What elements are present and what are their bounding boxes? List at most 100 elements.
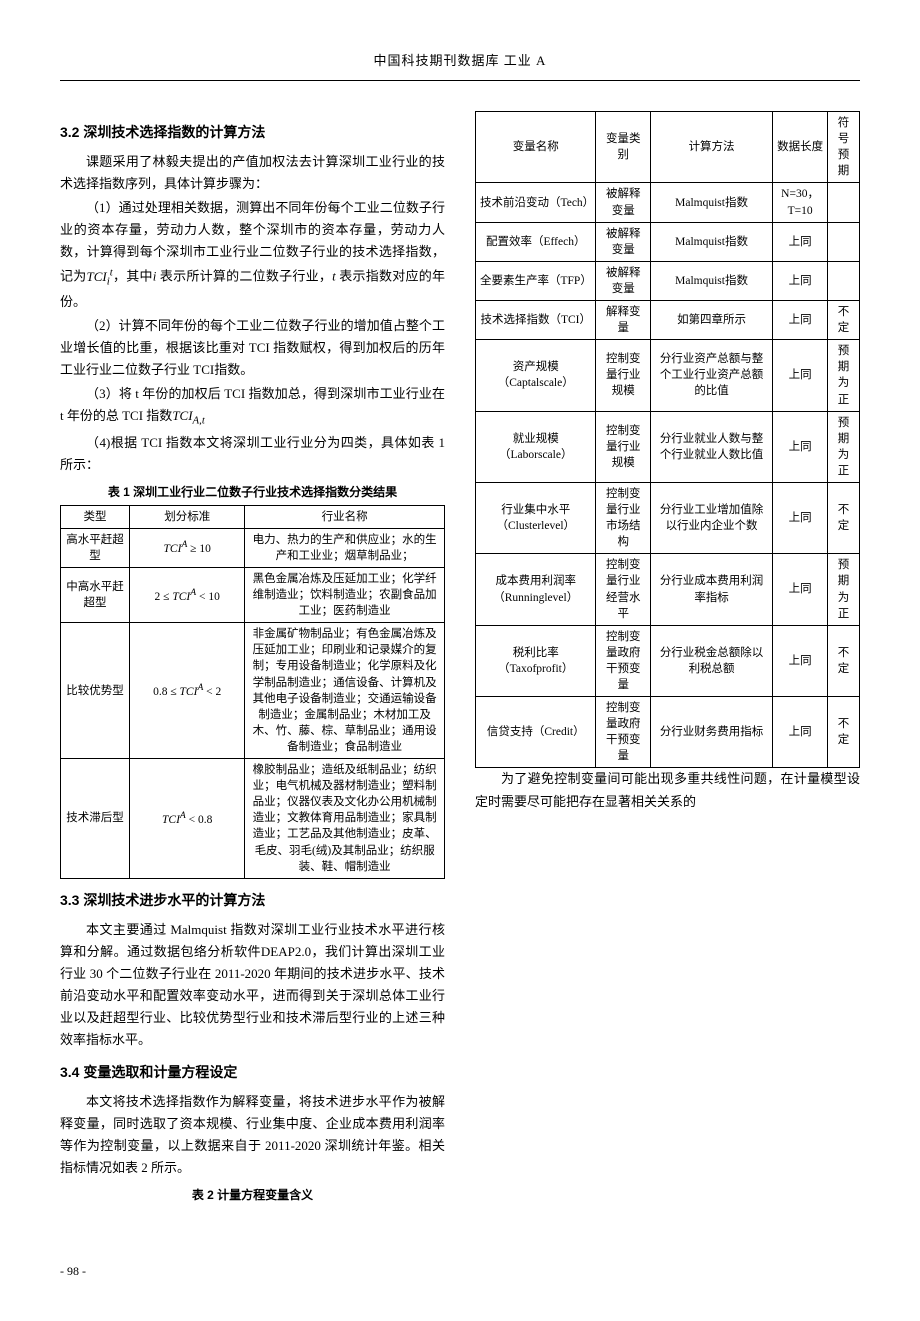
t1-r0-crit: TCIA ≥ 10 bbox=[130, 528, 245, 567]
s32-p5-text: （3）将 t 年份的加权后 TCI 指数加总，得到深圳市工业行业在 t 年份的总… bbox=[60, 386, 445, 423]
t2-r8-c4: 不定 bbox=[828, 625, 860, 696]
s32-p4: （2）计算不同年份的每个工业二位数子行业的增加值占整个工业增长值的比重，根据该比… bbox=[60, 315, 445, 381]
table-row: 成本费用利润率（Runninglevel） 控制变量行业经营水平 分行业成本费用… bbox=[476, 554, 860, 625]
table-row: 技术滞后型 TCIA < 0.8 橡胶制品业；造纸及纸制品业；纺织业；电气机械及… bbox=[61, 759, 445, 879]
t2-h2: 变量类别 bbox=[596, 112, 651, 183]
t2-r5-c1: 控制变量行业规模 bbox=[596, 411, 651, 482]
t2-r2-c0: 全要素生产率（TFP） bbox=[476, 261, 596, 300]
t1-h1: 类型 bbox=[61, 505, 130, 528]
t2-r0-c0: 技术前沿变动（Tech） bbox=[476, 183, 596, 222]
t2-h4: 数据长度 bbox=[773, 112, 828, 183]
t2-r4-c2: 分行业资产总额与整个工业行业资产总额的比值 bbox=[651, 340, 773, 411]
s33-p1: 本文主要通过 Malmquist 指数对深圳工业行业技术水平进行核算和分解。通过… bbox=[60, 919, 445, 1052]
page-number: - 98 - bbox=[60, 1261, 860, 1281]
closing-p1: 为了避免控制变量间可能出现多重共线性问题，在计量模型设定时需要尽可能把存在显著相… bbox=[475, 768, 860, 812]
section-3-3-heading: 3.3 深圳技术进步水平的计算方法 bbox=[60, 889, 445, 913]
t2-r8-c1: 控制变量政府干预变量 bbox=[596, 625, 651, 696]
t2-r8-c0: 税利比率（Taxofprofit） bbox=[476, 625, 596, 696]
t2-r4-c3: 上同 bbox=[773, 340, 828, 411]
s32-p6: （4)根据 TCI 指数本文将深圳工业行业分为四类，具体如表 1 所示： bbox=[60, 432, 445, 476]
t2-r1-c1: 被解释变量 bbox=[596, 222, 651, 261]
t2-r8-c2: 分行业税金总额除以利税总额 bbox=[651, 625, 773, 696]
t2-r6-c4: 不定 bbox=[828, 482, 860, 553]
t2-r2-c3: 上同 bbox=[773, 261, 828, 300]
t1-r1-type: 中高水平赶超型 bbox=[61, 568, 130, 623]
header-rule bbox=[60, 80, 860, 81]
t1-r2-type: 比较优势型 bbox=[61, 623, 130, 759]
t2-r9-c3: 上同 bbox=[773, 697, 828, 768]
s32-p2b: ，其中 bbox=[113, 269, 153, 284]
t1-r3-type: 技术滞后型 bbox=[61, 759, 130, 879]
table2: 变量名称 变量类别 计算方法 数据长度 符号预期 技术前沿变动（Tech） 被解… bbox=[475, 111, 860, 768]
t2-r6-c3: 上同 bbox=[773, 482, 828, 553]
t1-r1-crit: 2 ≤ TCIA < 10 bbox=[130, 568, 245, 623]
s32-p1: 课题采用了林毅夫提出的产值加权法去计算深圳工业行业的技术选择指数序列，具体计算步… bbox=[60, 151, 445, 195]
t1-r2-crit: 0.8 ≤ TCIA < 2 bbox=[130, 623, 245, 759]
t2-r3-c1: 解释变量 bbox=[596, 301, 651, 340]
t2-r1-c4 bbox=[828, 222, 860, 261]
t2-r6-c1: 控制变量行业市场结构 bbox=[596, 482, 651, 553]
t2-h3: 计算方法 bbox=[651, 112, 773, 183]
t2-r9-c4: 不定 bbox=[828, 697, 860, 768]
t2-r0-c4 bbox=[828, 183, 860, 222]
table-row: 信贷支持（Credit） 控制变量政府干预变量 分行业财务费用指标 上同 不定 bbox=[476, 697, 860, 768]
t2-r9-c1: 控制变量政府干预变量 bbox=[596, 697, 651, 768]
t2-r1-c2: Malmquist指数 bbox=[651, 222, 773, 261]
t1-h3: 行业名称 bbox=[245, 505, 445, 528]
table-row: 中高水平赶超型 2 ≤ TCIA < 10 黑色金属冶炼及压延加工业；化学纤维制… bbox=[61, 568, 445, 623]
table-row: 税利比率（Taxofprofit） 控制变量政府干预变量 分行业税金总额除以利税… bbox=[476, 625, 860, 696]
s34-p1: 本文将技术选择指数作为解释变量，将技术进步水平作为被解释变量，同时选取了资本规模… bbox=[60, 1091, 445, 1179]
t2-r7-c4: 预期为正 bbox=[828, 554, 860, 625]
table-row: 就业规模（Laborscale） 控制变量行业规模 分行业就业人数与整个行业就业… bbox=[476, 411, 860, 482]
t2-r3-c3: 上同 bbox=[773, 301, 828, 340]
table-row: 技术选择指数（TCI） 解释变量 如第四章所示 上同 不定 bbox=[476, 301, 860, 340]
journal-header: 中国科技期刊数据库 工业 A bbox=[60, 50, 860, 72]
t2-r1-c3: 上同 bbox=[773, 222, 828, 261]
table-row: 全要素生产率（TFP） 被解释变量 Malmquist指数 上同 bbox=[476, 261, 860, 300]
t2-r2-c4 bbox=[828, 261, 860, 300]
t2-r3-c2: 如第四章所示 bbox=[651, 301, 773, 340]
t2-r4-c4: 预期为正 bbox=[828, 340, 860, 411]
t2-h5: 符号预期 bbox=[828, 112, 860, 183]
t2-r5-c0: 就业规模（Laborscale） bbox=[476, 411, 596, 482]
t2-r3-c0: 技术选择指数（TCI） bbox=[476, 301, 596, 340]
s32-p3a: 表示所计算的二位数子行业， bbox=[156, 269, 332, 284]
t2-r9-c2: 分行业财务费用指标 bbox=[651, 697, 773, 768]
s32-p2: （1）通过处理相关数据，测算出不同年份每个工业二位数子行业的资本存量，劳动力人数… bbox=[60, 197, 445, 313]
t1-r1-ind: 黑色金属冶炼及压延加工业；化学纤维制造业；饮料制造业；农副食品加工业；医药制造业 bbox=[245, 568, 445, 623]
table-row: 技术前沿变动（Tech） 被解释变量 Malmquist指数 N=30，T=10 bbox=[476, 183, 860, 222]
t2-r7-c3: 上同 bbox=[773, 554, 828, 625]
t1-h2: 划分标准 bbox=[130, 505, 245, 528]
t2-r9-c0: 信贷支持（Credit） bbox=[476, 697, 596, 768]
t2-r0-c1: 被解释变量 bbox=[596, 183, 651, 222]
t2-r4-c0: 资产规模（Captalscale） bbox=[476, 340, 596, 411]
table2-caption: 表 2 计量方程变量含义 bbox=[60, 1185, 445, 1205]
t2-r6-c0: 行业集中水平（Clusterlevel） bbox=[476, 482, 596, 553]
t2-r2-c1: 被解释变量 bbox=[596, 261, 651, 300]
s32-p2-tci: TCIit bbox=[87, 269, 113, 284]
t1-r3-crit: TCIA < 0.8 bbox=[130, 759, 245, 879]
t1-r0-ind: 电力、热力的生产和供应业；水的生产和工业业；烟草制品业； bbox=[245, 528, 445, 567]
t2-r4-c1: 控制变量行业规模 bbox=[596, 340, 651, 411]
section-3-2-heading: 3.2 深圳技术选择指数的计算方法 bbox=[60, 121, 445, 145]
t2-r3-c4: 不定 bbox=[828, 301, 860, 340]
t1-r0-type: 高水平赶超型 bbox=[61, 528, 130, 567]
t2-r7-c1: 控制变量行业经营水平 bbox=[596, 554, 651, 625]
section-3-4-heading: 3.4 变量选取和计量方程设定 bbox=[60, 1061, 445, 1085]
t2-r0-c3: N=30，T=10 bbox=[773, 183, 828, 222]
t2-r5-c3: 上同 bbox=[773, 411, 828, 482]
table1-caption: 表 1 深圳工业行业二位数子行业技术选择指数分类结果 bbox=[60, 482, 445, 502]
t2-r2-c2: Malmquist指数 bbox=[651, 261, 773, 300]
content-columns: 3.2 深圳技术选择指数的计算方法 课题采用了林毅夫提出的产值加权法去计算深圳工… bbox=[60, 111, 860, 1241]
t2-r5-c2: 分行业就业人数与整个行业就业人数比值 bbox=[651, 411, 773, 482]
t2-h1: 变量名称 bbox=[476, 112, 596, 183]
s32-p5-tci: TCIA,t bbox=[172, 408, 205, 423]
table1: 类型 划分标准 行业名称 高水平赶超型 TCIA ≥ 10 电力、热力的生产和供… bbox=[60, 505, 445, 879]
t2-r6-c2: 分行业工业增加值除以行业内企业个数 bbox=[651, 482, 773, 553]
t2-r1-c0: 配置效率（Effech） bbox=[476, 222, 596, 261]
table-row: 高水平赶超型 TCIA ≥ 10 电力、热力的生产和供应业；水的生产和工业业；烟… bbox=[61, 528, 445, 567]
t2-r7-c0: 成本费用利润率（Runninglevel） bbox=[476, 554, 596, 625]
t2-r5-c4: 预期为正 bbox=[828, 411, 860, 482]
t1-r3-ind: 橡胶制品业；造纸及纸制品业；纺织业；电气机械及器材制造业；塑料制品业；仪器仪表及… bbox=[245, 759, 445, 879]
table-row: 配置效率（Effech） 被解释变量 Malmquist指数 上同 bbox=[476, 222, 860, 261]
